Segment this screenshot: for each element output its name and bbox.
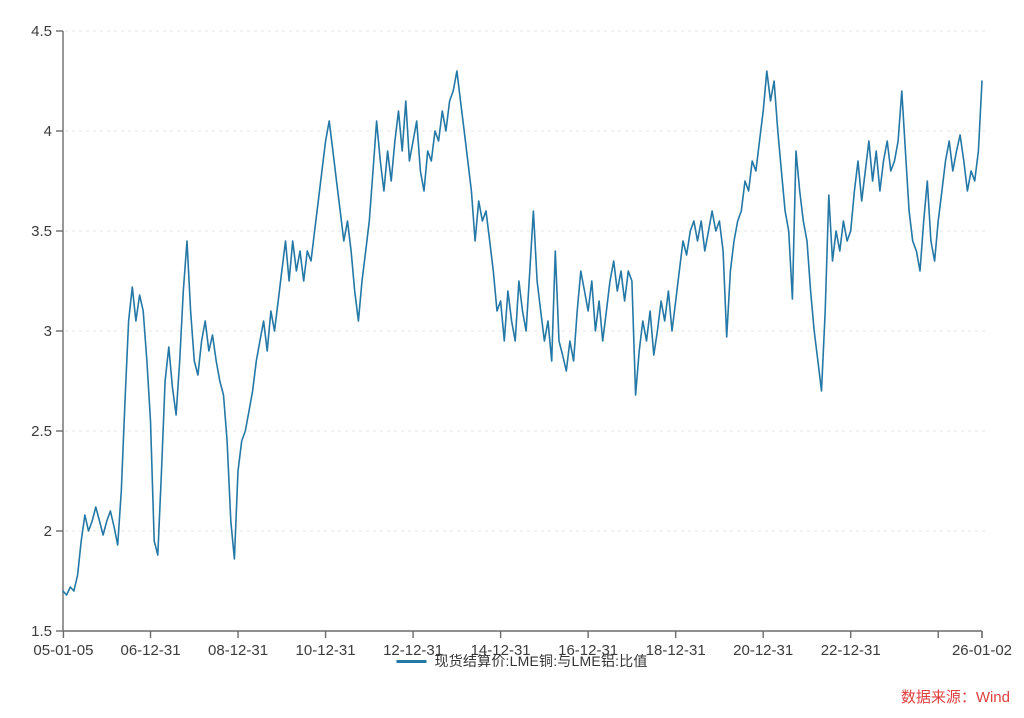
x-tick-label: 06-12-31 bbox=[121, 642, 181, 659]
x-tick-label: 14-12-31 bbox=[471, 642, 531, 659]
x-tick-label: 10-12-31 bbox=[296, 642, 356, 659]
x-tick-label: 12-12-31 bbox=[383, 642, 443, 659]
data-source-note: 数据来源：Wind bbox=[900, 689, 1010, 706]
legend-label: 现货结算价:LME铜:与LME铝:比值 bbox=[434, 653, 648, 669]
x-tick-label: 05-01-05 bbox=[33, 642, 93, 659]
y-tick-label: 4.5 bbox=[31, 23, 52, 40]
x-tick-label: 16-12-31 bbox=[558, 642, 618, 659]
y-tick-label: 3.5 bbox=[31, 223, 52, 240]
ratio-line-series bbox=[62, 70, 983, 596]
x-tick-label: 22-12-31 bbox=[821, 642, 881, 659]
y-tick-label: 2 bbox=[44, 523, 52, 540]
x-tick-label: 08-12-31 bbox=[208, 642, 268, 659]
legend: 现货结算价:LME铜:与LME铝:比值 bbox=[396, 651, 648, 671]
y-tick-label: 4 bbox=[44, 123, 52, 140]
legend-line-marker bbox=[396, 659, 427, 663]
x-tick-label: 18-12-31 bbox=[646, 642, 706, 659]
x-tick-label: 20-12-31 bbox=[733, 642, 793, 659]
y-tick-label: 2.5 bbox=[31, 423, 52, 440]
x-tick-label: 26-01-02 bbox=[952, 642, 1012, 659]
y-tick-label: 3 bbox=[44, 323, 52, 340]
y-tick-label: 1.5 bbox=[31, 623, 52, 640]
